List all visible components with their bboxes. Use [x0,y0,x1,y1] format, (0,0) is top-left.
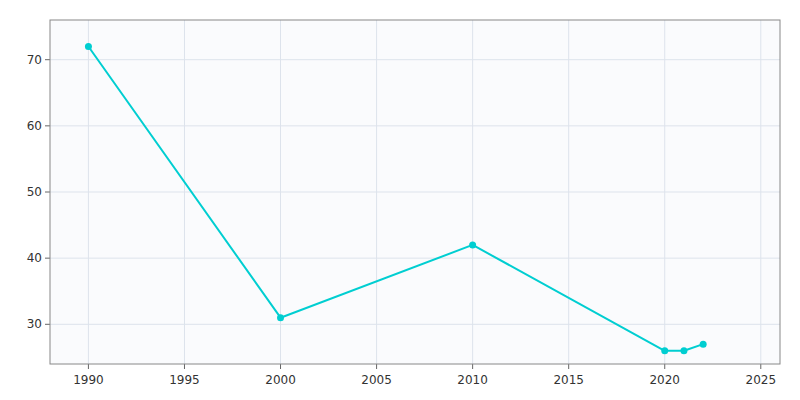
x-tick [760,364,761,369]
point [680,347,687,354]
x-tick [376,364,377,369]
x-tick-label: 2000 [265,373,296,387]
point [85,43,92,50]
x-tick [88,364,89,369]
x-tick-label: 1995 [169,373,200,387]
x-tick-label: 1990 [73,373,104,387]
chart-container: 1990 1995 2000 2005 2010 2015 2020 2025 30 40 50 60… [0,0,800,400]
y-tick-label: 70 [27,53,42,67]
x-tick [184,364,185,369]
y-grid-line [50,192,780,193]
y-tick-label: 50 [27,185,42,199]
line [88,46,703,350]
x-tick [280,364,281,369]
x-tick-label: 2025 [746,373,777,387]
y-grid-line [50,258,780,259]
y-grid-line [50,324,780,325]
plot-area [50,20,780,364]
x-tick [472,364,473,369]
grid [50,20,780,364]
point [469,241,476,248]
point [700,341,707,348]
x-tick-label: 2015 [553,373,584,387]
y-tick-label: 60 [27,119,42,133]
y-grid-line [50,59,780,60]
series [85,43,707,354]
x-tick-label: 2010 [457,373,488,387]
y-tick-label: 30 [27,317,42,331]
x-tick-label: 2005 [361,373,392,387]
y-tick [45,59,50,60]
x-tick-label: 2020 [649,373,680,387]
y-tick [45,192,50,193]
y-tick-label: 40 [27,251,42,265]
y-grid-line [50,125,780,126]
y-tick [45,258,50,259]
point [661,347,668,354]
y-tick [45,125,50,126]
x-tick [568,364,569,369]
axes: 1990 1995 2000 2005 2010 2015 2020 2025 30 40 50 60… [27,20,780,387]
point [277,314,284,321]
y-tick [45,324,50,325]
plot-frame [50,20,780,364]
chart: 1990 1995 2000 2005 2010 2015 2020 2025 30 40 50 60… [0,0,800,400]
x-tick [664,364,665,369]
